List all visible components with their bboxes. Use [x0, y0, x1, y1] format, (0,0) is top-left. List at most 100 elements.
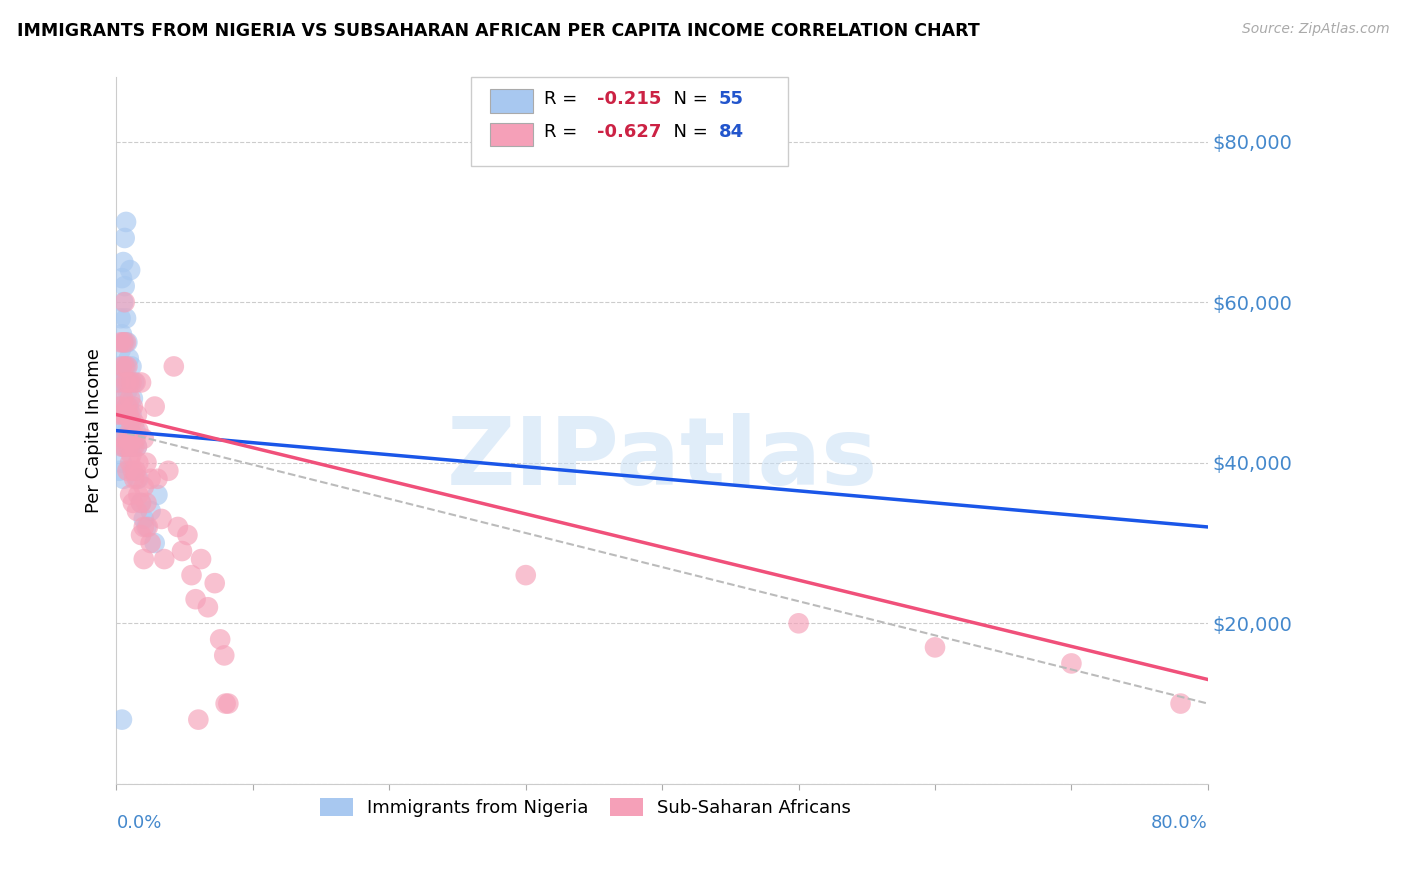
- Point: [125, 504, 148, 518]
- Point: [124, 424, 146, 438]
- Point: [110, 424, 132, 438]
- Point: [132, 432, 155, 446]
- Point: [118, 408, 141, 422]
- Point: [135, 456, 157, 470]
- Point: [115, 215, 138, 229]
- Text: ZIPatlas: ZIPatlas: [447, 413, 877, 505]
- Point: [121, 448, 143, 462]
- Point: [124, 464, 146, 478]
- Point: [117, 432, 139, 446]
- Point: [184, 592, 207, 607]
- Point: [120, 263, 142, 277]
- Point: [118, 351, 141, 366]
- Point: [125, 408, 148, 422]
- Point: [122, 376, 145, 390]
- Point: [1170, 697, 1192, 711]
- Text: 84: 84: [718, 123, 744, 141]
- Point: [112, 392, 135, 406]
- Point: [146, 488, 169, 502]
- Point: [115, 400, 138, 414]
- Point: [114, 231, 136, 245]
- Point: [132, 520, 155, 534]
- Point: [110, 335, 132, 350]
- Point: [108, 464, 131, 478]
- Point: [114, 440, 136, 454]
- Point: [117, 464, 139, 478]
- Point: [125, 440, 148, 454]
- Point: [110, 400, 132, 414]
- Point: [111, 271, 134, 285]
- Point: [112, 255, 135, 269]
- Point: [107, 432, 129, 446]
- Point: [135, 496, 157, 510]
- Point: [111, 440, 134, 454]
- Point: [111, 424, 134, 438]
- Point: [127, 424, 149, 438]
- Y-axis label: Per Capita Income: Per Capita Income: [86, 348, 103, 513]
- Point: [111, 384, 134, 398]
- Point: [129, 376, 152, 390]
- Point: [118, 400, 141, 414]
- Point: [125, 440, 148, 454]
- Point: [120, 392, 142, 406]
- Point: [112, 376, 135, 390]
- Point: [114, 279, 136, 293]
- Point: [120, 376, 142, 390]
- FancyBboxPatch shape: [489, 122, 533, 146]
- Point: [114, 295, 136, 310]
- Point: [112, 432, 135, 446]
- Point: [167, 520, 190, 534]
- Point: [115, 335, 138, 350]
- Point: [118, 376, 141, 390]
- Point: [117, 400, 139, 414]
- Point: [112, 335, 135, 350]
- Point: [214, 697, 236, 711]
- Point: [121, 496, 143, 510]
- Point: [136, 520, 159, 534]
- Point: [114, 359, 136, 374]
- FancyBboxPatch shape: [471, 78, 787, 166]
- Point: [114, 335, 136, 350]
- Point: [118, 440, 141, 454]
- Point: [124, 432, 146, 446]
- Point: [120, 488, 142, 502]
- Point: [112, 440, 135, 454]
- Point: [117, 359, 139, 374]
- Point: [112, 472, 135, 486]
- Text: Source: ZipAtlas.com: Source: ZipAtlas.com: [1241, 22, 1389, 37]
- Point: [111, 456, 134, 470]
- Point: [108, 376, 131, 390]
- Point: [127, 472, 149, 486]
- Point: [190, 552, 212, 566]
- Point: [157, 464, 180, 478]
- Text: R =: R =: [544, 123, 583, 141]
- Point: [132, 480, 155, 494]
- Point: [117, 335, 139, 350]
- Point: [129, 496, 152, 510]
- Point: [120, 424, 142, 438]
- Point: [121, 359, 143, 374]
- Point: [115, 408, 138, 422]
- Point: [150, 512, 173, 526]
- Point: [143, 400, 166, 414]
- Legend: Immigrants from Nigeria, Sub-Saharan Africans: Immigrants from Nigeria, Sub-Saharan Afr…: [314, 790, 859, 824]
- Point: [112, 295, 135, 310]
- Point: [146, 472, 169, 486]
- Point: [108, 400, 131, 414]
- Point: [153, 552, 176, 566]
- Point: [197, 600, 219, 615]
- Text: N =: N =: [662, 123, 714, 141]
- Text: -0.215: -0.215: [596, 89, 661, 108]
- Point: [129, 528, 152, 542]
- Point: [139, 504, 162, 518]
- Point: [108, 359, 131, 374]
- Point: [139, 536, 162, 550]
- Point: [121, 376, 143, 390]
- Point: [214, 648, 236, 663]
- Point: [1060, 657, 1083, 671]
- Point: [115, 432, 138, 446]
- Text: 0.0%: 0.0%: [117, 814, 162, 832]
- Point: [121, 432, 143, 446]
- Point: [114, 408, 136, 422]
- Point: [124, 376, 146, 390]
